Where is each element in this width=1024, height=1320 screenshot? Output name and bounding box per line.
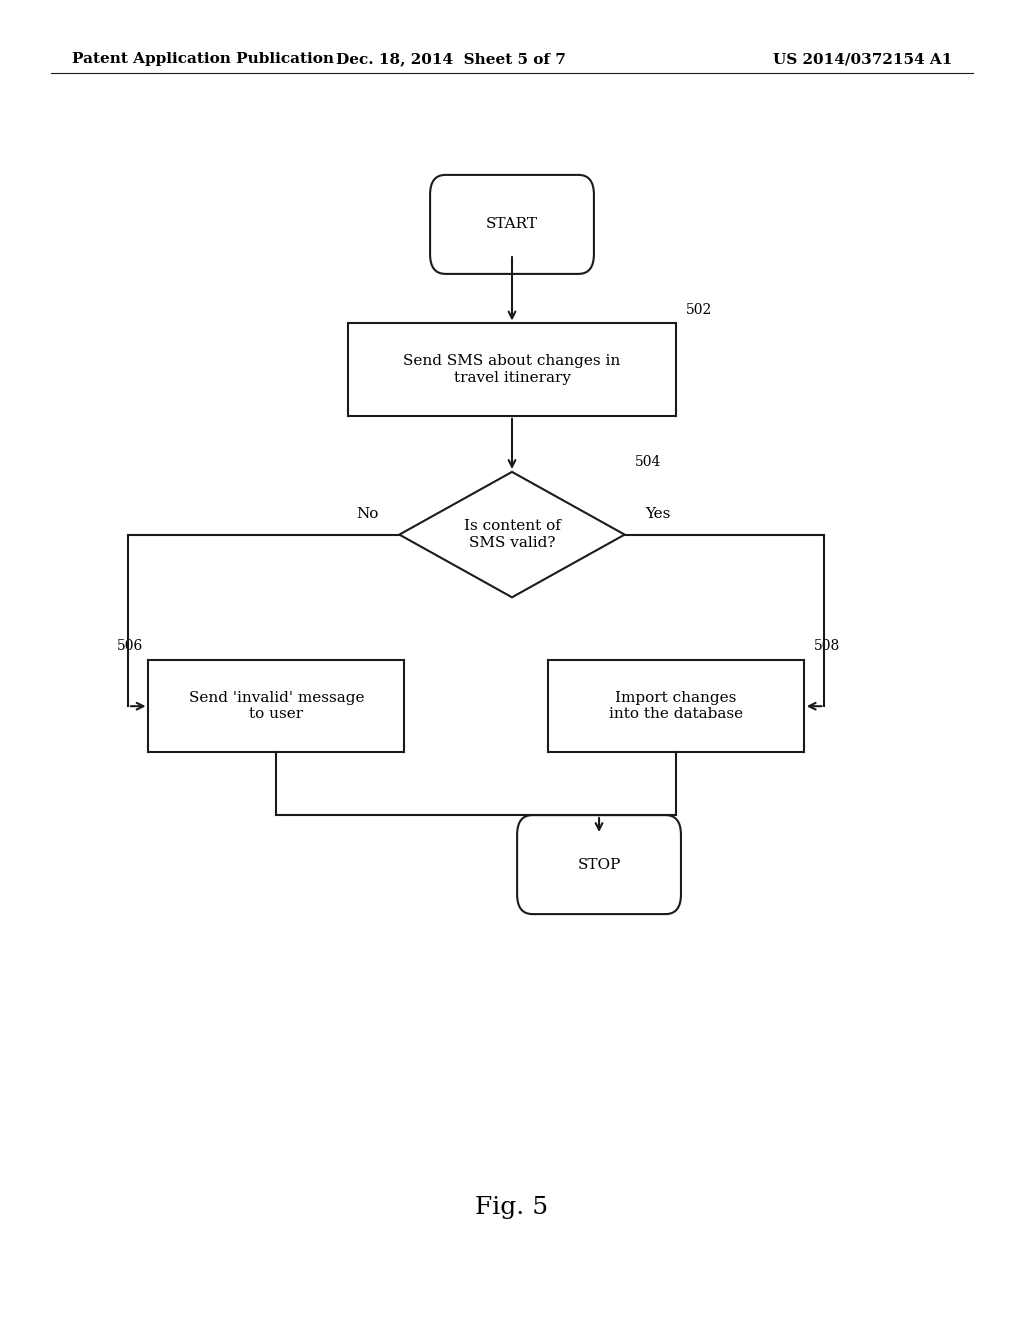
Text: Dec. 18, 2014  Sheet 5 of 7: Dec. 18, 2014 Sheet 5 of 7 (336, 53, 565, 66)
Text: 506: 506 (117, 639, 143, 653)
Text: 508: 508 (814, 639, 841, 653)
Polygon shape (399, 473, 625, 597)
Text: STOP: STOP (578, 858, 621, 871)
Text: US 2014/0372154 A1: US 2014/0372154 A1 (773, 53, 952, 66)
Bar (548, 660, 804, 752)
Text: No: No (356, 507, 379, 521)
Text: Send SMS about changes in
travel itinerary: Send SMS about changes in travel itinera… (403, 355, 621, 384)
Text: Fig. 5: Fig. 5 (475, 1196, 549, 1220)
Text: Is content of
SMS valid?: Is content of SMS valid? (464, 520, 560, 549)
FancyBboxPatch shape (517, 816, 681, 915)
Text: Patent Application Publication: Patent Application Publication (72, 53, 334, 66)
Text: Yes: Yes (645, 507, 671, 521)
Text: 504: 504 (635, 455, 662, 470)
Bar (148, 660, 404, 752)
Bar (348, 323, 676, 416)
Text: START: START (486, 218, 538, 231)
Text: 502: 502 (686, 302, 713, 317)
Text: Import changes
into the database: Import changes into the database (609, 692, 742, 721)
Text: Send 'invalid' message
to user: Send 'invalid' message to user (188, 692, 365, 721)
FancyBboxPatch shape (430, 176, 594, 275)
